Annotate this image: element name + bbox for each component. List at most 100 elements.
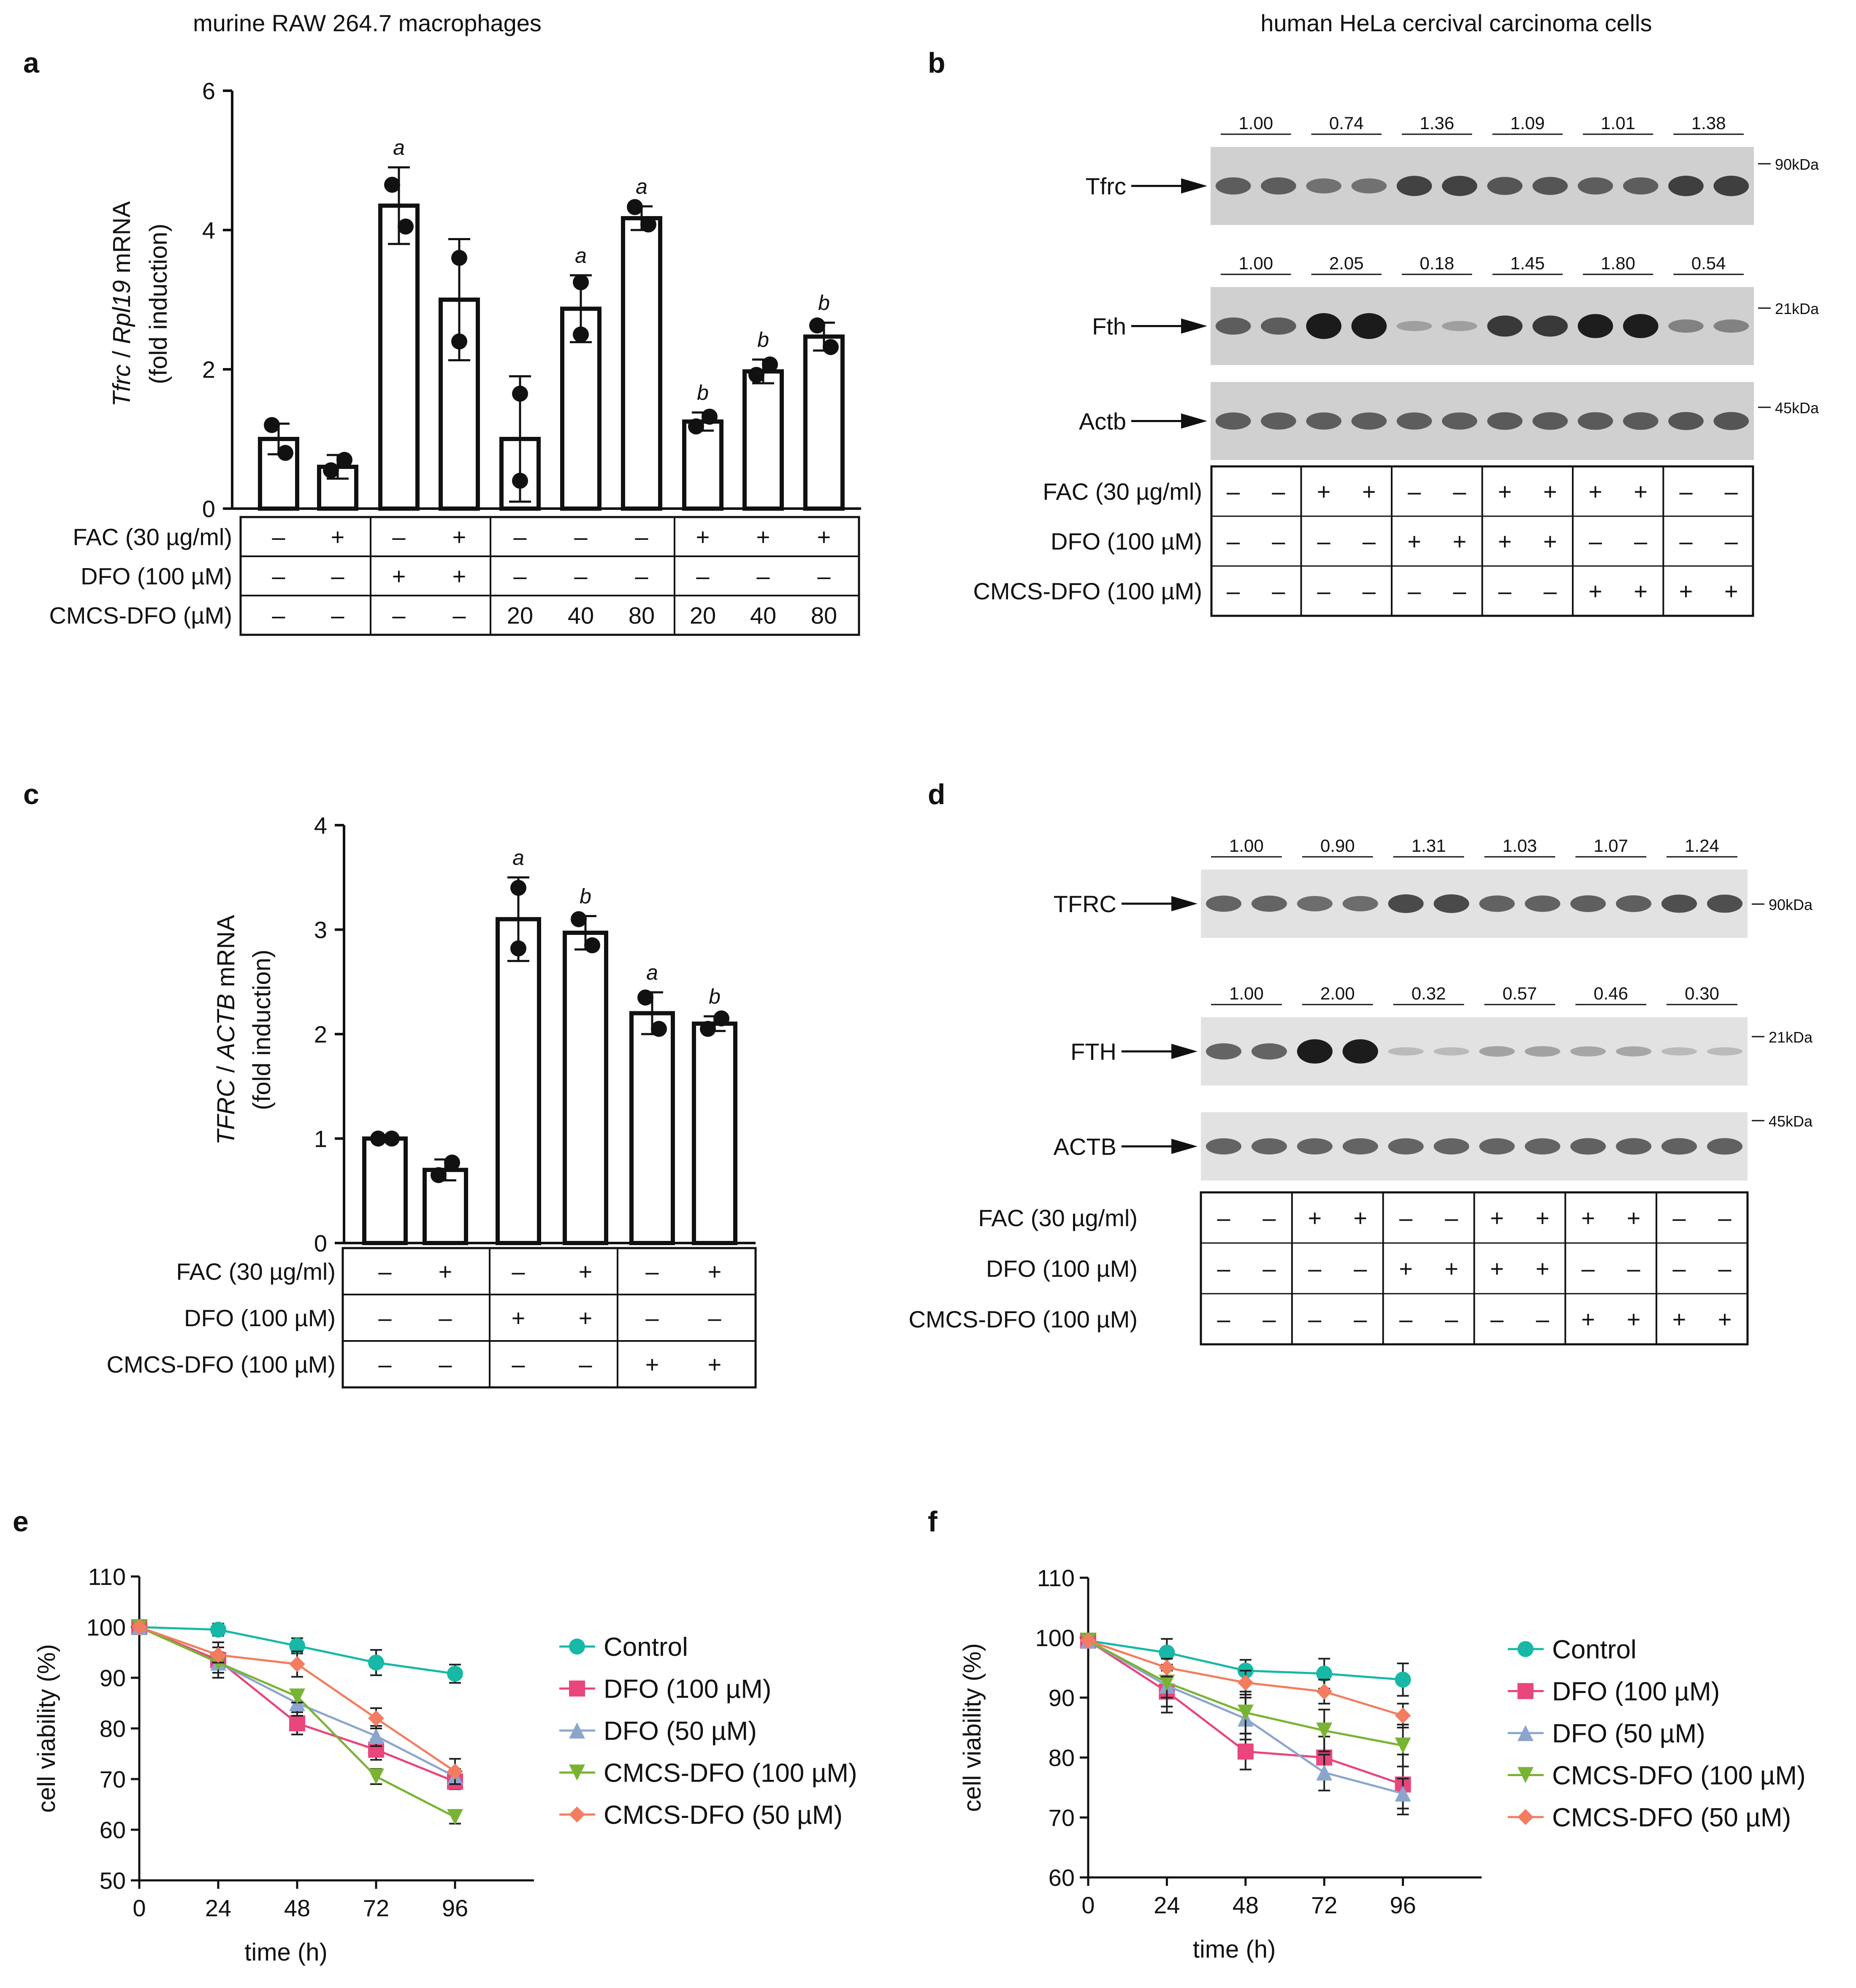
panel-d-table-cell: + <box>1490 1205 1504 1231</box>
panel-b-table-cell: – <box>1317 528 1331 555</box>
panel-b-protein-band <box>1306 178 1341 194</box>
panel-letter-e: e <box>13 1506 29 1538</box>
panel-c-ylabel-gene: TFRC <box>212 1079 240 1145</box>
panel-a-table-cell: – <box>635 524 648 550</box>
panel-b-protein-band <box>1487 315 1523 337</box>
panel-a-bar <box>682 419 723 511</box>
panel-b-protein-band <box>1713 319 1749 333</box>
panel-b-table-cell: – <box>1317 578 1331 604</box>
panel-c-table-cell: + <box>512 1305 526 1331</box>
panel-f-data-point <box>1159 1674 1175 1691</box>
panel-b-table-cell: – <box>1725 528 1738 555</box>
panel-c-table-cell: + <box>708 1258 722 1285</box>
panel-c-ylabel-line2: (fold induction) <box>248 950 276 1110</box>
panel-f-data-point <box>1395 1671 1411 1688</box>
panel-d-protein-band <box>1388 1047 1424 1056</box>
panel-letter-f: f <box>928 1506 937 1538</box>
panel-d-row-label: DFO (100 µM) <box>986 1255 1138 1282</box>
panel-b-protein-band <box>1351 178 1387 194</box>
panel-f-data-point <box>1316 1683 1333 1700</box>
panel-b-protein-band <box>1668 412 1704 430</box>
panel-b-table-cell: – <box>1544 578 1557 604</box>
panel-c-bar <box>496 917 541 1245</box>
panel-a-table-cell: + <box>452 524 466 550</box>
panel-a-row-label: DFO (100 µM) <box>81 563 232 590</box>
panel-e-data-point <box>289 1638 305 1654</box>
panel-d-table-cell: – <box>1718 1205 1731 1231</box>
panel-a-table-cell: – <box>513 524 527 550</box>
panel-d-table-cell: – <box>1445 1306 1458 1333</box>
panel-f-data-point <box>1237 1674 1254 1691</box>
panel-d-band-ratio: 1.07 <box>1593 836 1628 856</box>
panel-b-protein-band <box>1306 412 1341 430</box>
panel-d-table-cell: – <box>1308 1306 1322 1333</box>
panel-b-protein-band <box>1623 314 1658 339</box>
panel-a-table-cell: – <box>392 602 406 629</box>
panel-d-protein-band <box>1433 894 1469 913</box>
panel-d-band-label: TFRC <box>1054 891 1116 917</box>
panel-b-protein-band <box>1351 313 1387 339</box>
panel-f-ytick-label: 60 <box>1049 1864 1075 1891</box>
panel-f-data-point <box>1395 1707 1411 1724</box>
panel-a-table-cell: 40 <box>750 602 776 629</box>
panel-b-band-label: Fth <box>1092 313 1126 340</box>
panel-c-table-cell: – <box>439 1305 452 1331</box>
panel-c-table-cell: + <box>645 1351 659 1378</box>
panel-c-table-cell: – <box>512 1258 525 1285</box>
panel-f-data-point <box>1395 1785 1411 1802</box>
panel-d-protein-band <box>1297 1138 1333 1155</box>
panel-f-ytick-label: 100 <box>1035 1625 1075 1651</box>
panel-letter-a: a <box>23 47 40 79</box>
panel-b-band-ratio: 1.01 <box>1601 113 1635 133</box>
panel-d-band-ratio: 1.31 <box>1412 836 1446 856</box>
panel-a-table-frame <box>239 516 860 636</box>
panel-a-bar <box>378 203 420 511</box>
panel-b-band-ratio: 0.54 <box>1691 253 1726 273</box>
panel-d-table-cell: – <box>1354 1255 1367 1282</box>
panel-e-ytick-label: 110 <box>88 1563 126 1590</box>
panel-d-band-ratio: 0.90 <box>1320 836 1355 856</box>
panel-f-legend-label: Control <box>1552 1635 1637 1664</box>
panel-a-table-cell: 80 <box>811 602 837 629</box>
panel-b-protein-band <box>1261 412 1296 430</box>
panel-b-band-ratio: 0.74 <box>1329 113 1364 133</box>
panel-d-band-ratio: 0.57 <box>1503 983 1537 1003</box>
panel-b-blot-strip <box>1211 147 1754 225</box>
panel-b-table-cell: – <box>1498 578 1512 604</box>
panel-c-table-cell: – <box>439 1351 452 1378</box>
panel-b-row-label: FAC (30 µg/ml) <box>1043 478 1202 505</box>
panel-d-table-cell: + <box>1490 1255 1504 1282</box>
panel-a-table-cell: + <box>331 524 345 550</box>
panel-e-data-point <box>131 1619 147 1635</box>
panel-b-table-cell: + <box>1317 478 1331 505</box>
panel-d-row-label: CMCS-DFO (100 µM) <box>909 1306 1138 1333</box>
panel-f-xtick-label: 96 <box>1390 1892 1416 1918</box>
panel-b-protein-band <box>1668 176 1704 196</box>
panel-b-size-marker: 90kDa <box>1775 156 1819 173</box>
panel-d-table-cell: – <box>1445 1205 1458 1231</box>
panel-e-data-point <box>447 1763 463 1779</box>
panel-a-data-point <box>809 317 825 334</box>
panel-c-bar <box>629 1011 675 1245</box>
panel-c-data-point <box>444 1154 460 1171</box>
panel-c-table-cell: – <box>512 1351 525 1378</box>
panel-letter-d: d <box>928 778 946 810</box>
panel-e-ytick-label: 60 <box>100 1817 126 1843</box>
panel-b-blot-strip <box>1211 287 1754 365</box>
panel-a-ytick-label: 6 <box>202 78 215 104</box>
panel-b-band-ratio: 1.80 <box>1601 253 1635 273</box>
panel-d-band-ratio: 0.32 <box>1412 983 1446 1003</box>
panel-f-legend-marker <box>1517 1767 1534 1783</box>
panel-b-blot-strip <box>1211 382 1754 460</box>
panel-b-protein-band <box>1577 314 1613 339</box>
panel-d-protein-band <box>1251 1043 1287 1060</box>
panel-a-significance-label: a <box>393 136 405 160</box>
panel-e-xtick-label: 24 <box>205 1895 231 1921</box>
panel-a-table-cell: 40 <box>568 602 594 629</box>
panel-e-xtick-label: 72 <box>363 1895 389 1921</box>
panel-d-protein-band <box>1251 1138 1287 1155</box>
panel-e-ytick-label: 100 <box>87 1614 126 1641</box>
header-left: murine RAW 264.7 macrophages <box>193 10 542 36</box>
panel-b-protein-band <box>1532 315 1568 337</box>
